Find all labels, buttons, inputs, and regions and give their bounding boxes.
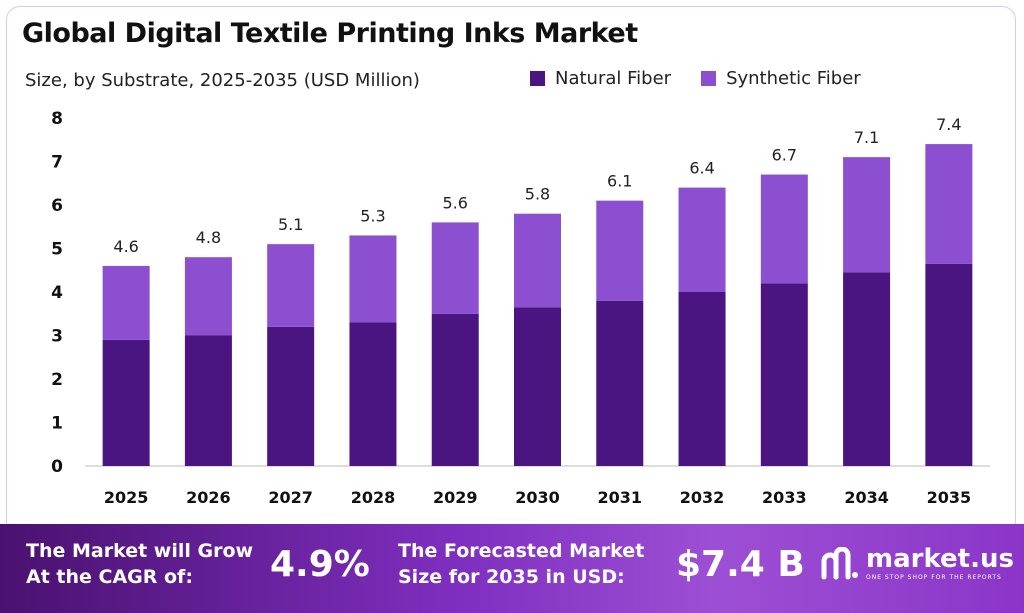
bar-total-label: 6.1 — [607, 172, 632, 191]
legend-swatch-synthetic-fiber — [701, 71, 717, 86]
bar-natural-fiber-2029 — [431, 313, 479, 466]
bar-natural-fiber-2030 — [514, 307, 561, 466]
bar-synthetic-fiber-2034 — [843, 157, 891, 273]
bar-total-label: 6.7 — [772, 146, 797, 165]
bar-natural-fiber-2028 — [349, 322, 397, 466]
brand-logo: market.us ONE STOP SHOP FOR THE REPORTS — [820, 546, 1014, 581]
x-tick-label: 2028 — [351, 488, 396, 507]
y-tick-label: 7 — [51, 153, 63, 173]
cagr-label: The Market will Grow At the CAGR of: — [26, 538, 253, 590]
x-tick-label: 2026 — [186, 488, 231, 507]
y-tick-label: 8 — [51, 109, 63, 129]
bar-natural-fiber-2027 — [267, 326, 315, 466]
x-tick-label: 2025 — [104, 488, 149, 507]
chart-subtitle: Size, by Substrate, 2025-2035 (USD Milli… — [25, 70, 420, 91]
bar-natural-fiber-2034 — [843, 272, 891, 466]
bar-total-label: 5.6 — [443, 193, 468, 212]
bar-total-label: 5.3 — [360, 206, 385, 225]
y-tick-label: 2 — [51, 370, 63, 390]
cagr-value: 4.9% — [270, 544, 370, 585]
bar-synthetic-fiber-2032 — [678, 187, 726, 292]
legend-label-natural-fiber: Natural Fiber — [555, 68, 672, 89]
y-tick-label: 5 — [51, 240, 63, 260]
forecast-label-line2: Size for 2035 in USD: — [398, 566, 625, 588]
bar-total-label: 7.1 — [854, 128, 879, 147]
bar-total-label: 4.8 — [196, 228, 221, 247]
footer-banner: The Market will Grow At the CAGR of: 4.9… — [0, 524, 1024, 613]
bar-synthetic-fiber-2027 — [267, 244, 315, 327]
bar-synthetic-fiber-2025 — [102, 265, 150, 340]
y-tick-label: 3 — [51, 327, 63, 347]
bar-synthetic-fiber-2026 — [184, 257, 232, 336]
forecast-value: $7.4 B — [676, 544, 805, 585]
bar-natural-fiber-2033 — [760, 283, 808, 466]
y-tick-label: 4 — [51, 283, 63, 303]
x-tick-label: 2035 — [927, 488, 972, 507]
legend: Natural Fiber Synthetic Fiber — [530, 68, 861, 89]
legend-label-synthetic-fiber: Synthetic Fiber — [726, 68, 861, 89]
brand-name: market.us — [866, 544, 1014, 574]
bar-total-label: 6.4 — [689, 159, 714, 178]
x-tick-label: 2029 — [433, 488, 478, 507]
x-tick-label: 2030 — [515, 488, 560, 507]
forecast-label: The Forecasted Market Size for 2035 in U… — [398, 538, 644, 590]
legend-swatch-natural-fiber — [530, 71, 545, 86]
bar-synthetic-fiber-2030 — [514, 213, 561, 308]
x-tick-label: 2027 — [268, 488, 313, 507]
chart-title: Global Digital Textile Printing Inks Mar… — [22, 18, 638, 49]
bar-synthetic-fiber-2029 — [431, 222, 479, 314]
cagr-label-line2: At the CAGR of: — [26, 566, 193, 588]
x-tick-label: 2032 — [680, 488, 725, 507]
bar-synthetic-fiber-2033 — [760, 174, 808, 284]
bar-total-label: 5.8 — [525, 185, 550, 204]
market-us-logo-icon — [821, 546, 858, 579]
bar-chart: 0 1 2 3 4 5 6 7 8 4.6 2025 4.8 2026 5.1 2027 5.3 2028 5.6… — [51, 109, 990, 507]
bar-natural-fiber-2026 — [184, 335, 232, 466]
bar-synthetic-fiber-2035 — [925, 144, 973, 264]
cagr-label-line1: The Market will Grow — [26, 540, 254, 562]
bar-total-label: 5.1 — [278, 215, 303, 234]
bar-natural-fiber-2031 — [596, 300, 644, 466]
x-tick-label: 2034 — [844, 488, 889, 507]
bar-natural-fiber-2025 — [102, 339, 150, 466]
bar-total-label: 7.4 — [936, 115, 961, 134]
bar-total-label: 4.6 — [113, 237, 138, 256]
brand-tagline: ONE STOP SHOP FOR THE REPORTS — [866, 574, 1002, 581]
legend-item-natural-fiber: Natural Fiber — [530, 68, 671, 89]
legend-item-synthetic-fiber: Synthetic Fiber — [701, 68, 861, 89]
y-tick-label: 6 — [51, 196, 63, 216]
x-tick-label: 2033 — [762, 488, 807, 507]
bar-synthetic-fiber-2028 — [349, 235, 397, 323]
bar-natural-fiber-2032 — [678, 292, 726, 466]
bar-natural-fiber-2035 — [925, 263, 973, 466]
x-tick-label: 2031 — [598, 488, 643, 507]
bar-synthetic-fiber-2031 — [596, 200, 644, 301]
y-tick-label: 0 — [51, 457, 63, 477]
forecast-label-line1: The Forecasted Market — [398, 540, 645, 562]
y-tick-label: 1 — [51, 414, 63, 434]
